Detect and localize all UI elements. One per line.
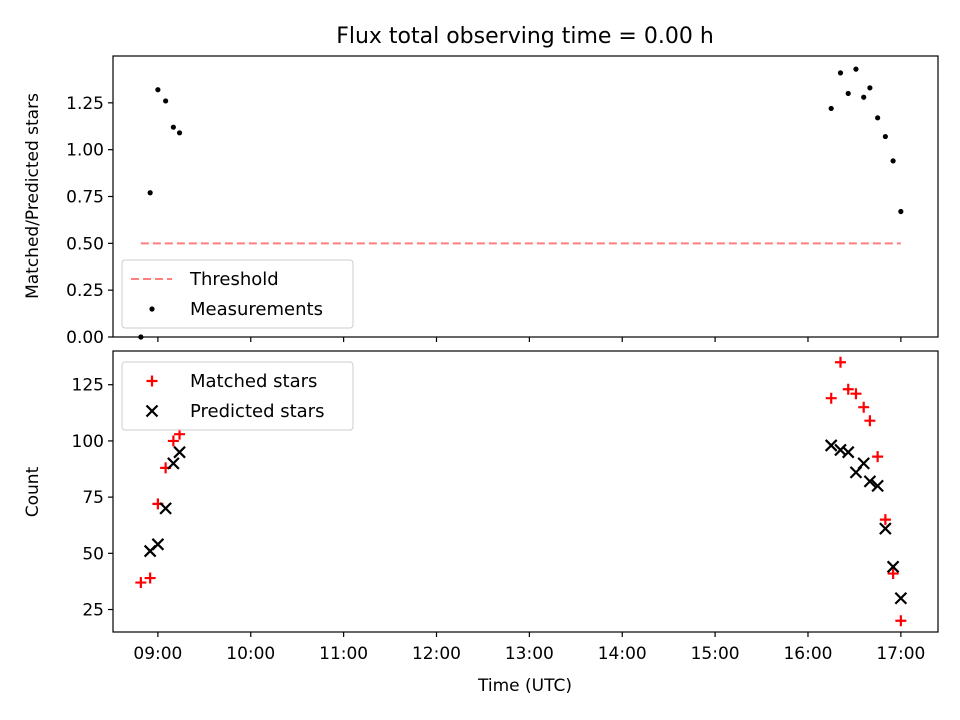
x-tick-label: 15:00	[691, 644, 740, 664]
bottom-panel-y-ticks: 25 50 75 100 125	[72, 376, 113, 621]
matched-stars-point	[895, 615, 907, 627]
predicted-stars-point	[871, 479, 884, 493]
matched-stars-point	[864, 415, 876, 427]
top-panel-x-ticks	[157, 337, 902, 342]
measurements-point	[837, 70, 844, 76]
x-tick-label: 13:00	[505, 644, 554, 664]
x-tick-label: 17:00	[876, 644, 925, 664]
matched-stars-point	[842, 383, 854, 395]
bottom-legend-box	[121, 361, 354, 431]
measurements-point	[890, 158, 896, 164]
measurements-point	[138, 334, 144, 340]
top-panel-legend: Threshold Measurements	[121, 259, 354, 329]
measurements-point	[845, 90, 851, 97]
top-panel-ylabel: Matched/Predicted stars	[23, 93, 43, 299]
top-panel: Matched/Predicted stars 0.00 0.25 0.50 0.75…	[23, 55, 939, 348]
predicted-stars-point	[824, 439, 838, 452]
matched-stars-point	[887, 568, 899, 580]
x-tick-label: 10:00	[226, 644, 275, 664]
bottom-panel-legend: Matched stars Predicted stars	[121, 361, 354, 431]
measurements-point	[861, 94, 867, 100]
matched-stars-point	[144, 572, 156, 584]
matched-stars-point	[879, 514, 891, 526]
matched-stars-point	[872, 451, 884, 463]
matched-stars-point	[858, 401, 870, 413]
matched-stars-point	[167, 435, 179, 447]
x-tick-label: 09:00	[133, 644, 182, 664]
bottom-panel-x-ticks: 09:00 10:00 11:00 12:00 13:00 14:00 15:00 16:00…	[133, 632, 925, 664]
top-y-tick-label: 1.25	[66, 94, 104, 114]
bottom-y-tick-label: 50	[82, 544, 104, 564]
top-y-tick-label: 0.75	[66, 188, 104, 208]
predicted-stars-point	[151, 538, 165, 551]
predicted-stars-point	[159, 502, 172, 515]
top-legend-box	[121, 259, 354, 329]
top-panel-marks	[138, 66, 904, 340]
measurements-point	[875, 115, 881, 121]
measurements-point	[155, 87, 161, 93]
measurements-point	[853, 66, 859, 72]
matched-stars-legend-swatch	[146, 375, 158, 387]
measurements-legend-label: Measurements	[190, 299, 323, 320]
bottom-y-tick-label: 125	[72, 376, 104, 396]
bottom-y-tick-label: 25	[82, 601, 104, 621]
predicted-stars-point	[894, 592, 908, 605]
measurements-point	[898, 208, 904, 215]
matched-stars-point	[850, 388, 862, 400]
predicted-stars-point	[841, 445, 855, 459]
matched-stars-point	[174, 428, 186, 440]
x-axis-label: Time (UTC)	[477, 676, 572, 696]
threshold-legend-label: Threshold	[189, 269, 279, 290]
measurements-legend-swatch	[149, 306, 155, 312]
matched-stars-point	[825, 392, 837, 404]
x-tick-label: 14:00	[598, 644, 647, 664]
measurements-point	[176, 130, 183, 136]
measurements-point	[163, 98, 169, 104]
x-tick-label: 16:00	[783, 644, 832, 664]
predicted-stars-legend-swatch	[145, 404, 159, 418]
predicted-stars-point	[834, 443, 847, 457]
bottom-y-tick-label: 75	[82, 488, 104, 508]
bottom-y-tick-label: 100	[72, 432, 104, 452]
measurements-point	[170, 124, 176, 130]
measurements-point	[867, 85, 873, 91]
predicted-stars-point	[863, 475, 877, 488]
predicted-stars-point	[857, 457, 870, 470]
predicted-stars-point	[167, 457, 180, 470]
top-y-tick-label: 1.00	[66, 141, 104, 161]
bottom-panel-marks	[135, 356, 908, 627]
predicted-stars-point	[173, 445, 186, 459]
matched-stars-point	[834, 356, 846, 368]
x-tick-label: 11:00	[319, 644, 368, 664]
measurements-point	[882, 133, 888, 140]
top-y-tick-label: 0.50	[66, 234, 104, 254]
bottom-panel: Count 25 50 75 100 125 09:00 10:00 11:00 12:00 1…	[23, 350, 939, 664]
chart-title: Flux total observing time = 0.00 h	[336, 24, 714, 49]
matched-stars-legend-label: Matched stars	[190, 371, 317, 392]
matched-stars-point	[135, 577, 147, 589]
top-y-tick-label: 0.25	[66, 281, 104, 301]
x-tick-label: 12:00	[412, 644, 461, 664]
top-panel-y-ticks: 0.00 0.25 0.50 0.75 1.00 1.25	[66, 94, 113, 348]
measurements-point	[147, 190, 153, 196]
predicted-stars-legend-label: Predicted stars	[190, 401, 324, 422]
predicted-stars-point	[879, 522, 892, 535]
bottom-panel-ylabel: Count	[23, 466, 43, 517]
measurements-point	[828, 105, 834, 112]
top-y-tick-label: 0.00	[66, 328, 104, 348]
predicted-stars-point	[886, 560, 900, 574]
